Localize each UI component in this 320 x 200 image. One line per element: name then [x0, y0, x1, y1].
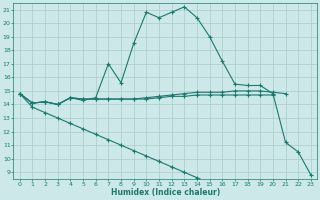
X-axis label: Humidex (Indice chaleur): Humidex (Indice chaleur)	[111, 188, 220, 197]
